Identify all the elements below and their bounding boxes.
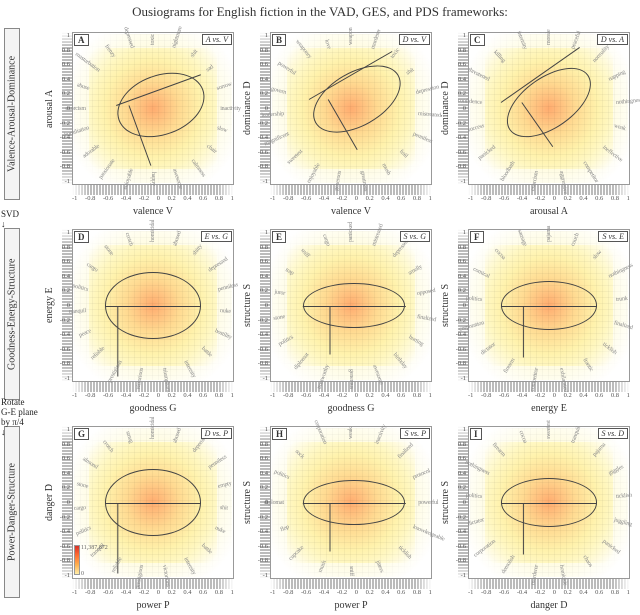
marginal-x <box>270 185 432 195</box>
panel-letter: F <box>470 231 484 243</box>
x-label: power P <box>270 600 432 611</box>
panel-tag: S vs. E <box>598 231 628 242</box>
x-ticks: -1-0.8-0.6-0.4-0.200.20.40.60.81 <box>72 195 234 205</box>
y-ticks: -1-0.8-0.6-0.4-0.200.20.40.60.81 <box>252 426 268 579</box>
plot-area: weaponmurderertoxicshitdepressionmistrea… <box>270 32 432 185</box>
marginal-x <box>270 579 432 589</box>
figure-root: Ousiograms for English fiction in the VA… <box>0 0 640 615</box>
panel-letter: H <box>272 428 287 440</box>
principal-axis <box>501 503 597 504</box>
panel: toxicnightmareshitsadsorrowinactivityslo… <box>44 22 240 217</box>
panel-tag: A vs. V <box>202 34 232 45</box>
marginal-x <box>72 579 234 589</box>
figure-title: Ousiograms for English fiction in the VA… <box>0 4 640 20</box>
panel: moralepeacefulnormalitynappingnothingnes… <box>440 22 636 217</box>
plot-area: homicidalabuseddepressedpennilessemptysh… <box>72 426 234 579</box>
panel-letter: E <box>272 231 286 243</box>
y-ticks: -1-0.8-0.6-0.4-0.200.20.40.60.81 <box>252 32 268 185</box>
panel-tag: D vs. P <box>201 428 232 439</box>
panel-tag: D vs. V <box>399 34 430 45</box>
y-ticks: -1-0.8-0.6-0.4-0.200.20.40.60.81 <box>450 426 466 579</box>
principal-axis <box>105 503 201 504</box>
panel-letter: B <box>272 34 286 46</box>
panel: pajamacouchslownothingnesstrunkfinalized… <box>440 219 636 414</box>
x-label: valence V <box>270 206 432 217</box>
x-ticks: -1-0.8-0.6-0.4-0.200.20.40.60.81 <box>72 589 234 599</box>
marginal-x <box>72 185 234 195</box>
panel: sweetesttranquilpajamagigglesticklishjug… <box>440 416 636 611</box>
panel: weakinactivityfinalizedprotocolpowerfulk… <box>242 416 438 611</box>
panel-letter: I <box>470 428 482 440</box>
principal-axis <box>523 306 524 357</box>
x-ticks: -1-0.8-0.6-0.4-0.200.20.40.60.81 <box>72 392 234 402</box>
plot-area: sweetesttranquilpajamagigglesticklishjug… <box>468 426 630 579</box>
principal-axis <box>303 306 405 307</box>
plot-area: panickedmistreateddepressedsmellyopposed… <box>270 229 432 382</box>
plot-area: moralepeacefulnormalitynappingnothingnes… <box>468 32 630 185</box>
principal-axis <box>523 503 524 554</box>
plot-area: weakinactivityfinalizedprotocolpowerfulk… <box>270 426 432 579</box>
x-ticks: -1-0.8-0.6-0.4-0.200.20.40.60.81 <box>468 392 630 402</box>
x-ticks: -1-0.8-0.6-0.4-0.200.20.40.60.81 <box>468 589 630 599</box>
panel-letter: A <box>74 34 89 46</box>
y-ticks: -1-0.8-0.6-0.4-0.200.20.40.60.81 <box>54 426 70 579</box>
panel: panickedmistreateddepressedsmellyopposed… <box>242 219 438 414</box>
plot-area: pajamacouchslownothingnesstrunkfinalized… <box>468 229 630 382</box>
row-label: Goodness-Energy-Structure <box>4 228 20 400</box>
principal-axis <box>117 306 118 376</box>
panel-grid: toxicnightmareshitsadsorrowinactivityslo… <box>44 22 636 611</box>
panel-tag: E vs. G <box>201 231 232 242</box>
marginal-x <box>270 382 432 392</box>
principal-axis <box>105 306 201 307</box>
panel-tag: D vs. A <box>597 34 628 45</box>
marginal-x <box>72 382 234 392</box>
y-ticks: -1-0.8-0.6-0.4-0.200.20.40.60.81 <box>54 32 70 185</box>
y-ticks: -1-0.8-0.6-0.4-0.200.20.40.60.81 <box>450 32 466 185</box>
colorbar-min: 0 <box>81 571 84 577</box>
panel: homicidalabuseddepressedpennilessemptysh… <box>44 416 240 611</box>
y-ticks: -1-0.8-0.6-0.4-0.200.20.40.60.81 <box>450 229 466 382</box>
x-label: goodness G <box>72 403 234 414</box>
side-note: SVD↓ <box>1 210 45 230</box>
row-label: Power-Danger-Structure <box>4 426 20 598</box>
panel-letter: C <box>470 34 485 46</box>
marginal-x <box>468 382 630 392</box>
marginal-x <box>468 185 630 195</box>
colorbar-max: 11,387,872 <box>81 545 108 551</box>
panel-letter: G <box>74 428 89 440</box>
side-note: RotateG-E planeby π/4↓ <box>1 398 45 438</box>
panel-tag: S vs. G <box>400 231 430 242</box>
x-label: goodness G <box>270 403 432 414</box>
panel-tag: S vs. P <box>400 428 430 439</box>
panel-tag: S vs. D <box>598 428 628 439</box>
marginal-x <box>468 579 630 589</box>
row-label: Valence-Arousal-Dominance <box>4 28 20 200</box>
plot-area: toxicnightmareshitsadsorrowinactivityslo… <box>72 32 234 185</box>
x-ticks: -1-0.8-0.6-0.4-0.200.20.40.60.81 <box>270 195 432 205</box>
x-label: arousal A <box>468 206 630 217</box>
principal-axis <box>117 503 118 573</box>
principal-axis <box>303 503 405 504</box>
x-ticks: -1-0.8-0.6-0.4-0.200.20.40.60.81 <box>270 589 432 599</box>
panel: homicidalabusedshittydepressedpennilessn… <box>44 219 240 414</box>
principal-axis <box>501 306 597 307</box>
colorbar <box>74 545 80 575</box>
x-label: danger D <box>468 600 630 611</box>
plot-area: homicidalabusedshittydepressedpennilessn… <box>72 229 234 382</box>
x-label: power P <box>72 600 234 611</box>
y-ticks: -1-0.8-0.6-0.4-0.200.20.40.60.81 <box>252 229 268 382</box>
x-label: valence V <box>72 206 234 217</box>
x-label: energy E <box>468 403 630 414</box>
panel: weaponmurderertoxicshitdepressionmistrea… <box>242 22 438 217</box>
y-ticks: -1-0.8-0.6-0.4-0.200.20.40.60.81 <box>54 229 70 382</box>
x-ticks: -1-0.8-0.6-0.4-0.200.20.40.60.81 <box>468 195 630 205</box>
x-ticks: -1-0.8-0.6-0.4-0.200.20.40.60.81 <box>270 392 432 402</box>
panel-letter: D <box>74 231 89 243</box>
row-label-gutter: Valence-Arousal-Dominance Goodness-Energy… <box>4 28 20 607</box>
